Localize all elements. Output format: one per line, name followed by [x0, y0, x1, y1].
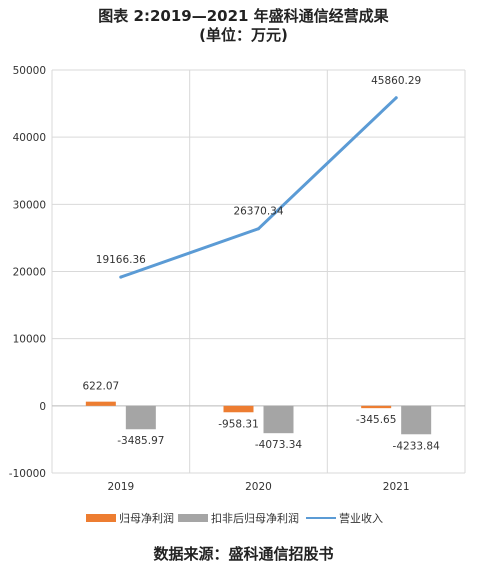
- y-tick-label: 0: [39, 401, 46, 413]
- legend-swatch-net-profit: [86, 514, 116, 522]
- bar-net-profit-excl: [125, 405, 156, 430]
- data-label-net-profit-excl: -4073.34: [255, 439, 303, 451]
- data-label-revenue: 26370.34: [233, 206, 283, 218]
- legend-item-revenue: 营业收入: [306, 510, 383, 526]
- x-tick-label: 2019: [107, 481, 134, 493]
- legend-swatch-net-profit-excl: [178, 514, 208, 522]
- y-tick-label: 10000: [13, 334, 46, 346]
- bar-net-profit: [223, 405, 254, 413]
- y-tick-label: -10000: [9, 468, 46, 480]
- legend-item-net-profit-excl: 扣非后归母净利润: [178, 510, 299, 526]
- legend-item-net-profit: 归母净利润: [86, 510, 174, 526]
- chart-subtitle: (单位：万元): [199, 26, 288, 44]
- data-source-note: 数据来源：盛科通信招股书: [153, 545, 334, 563]
- data-label-net-profit-excl: -3485.97: [117, 435, 164, 447]
- chart-legend: 归母净利润 扣非后归母净利润 营业收入: [0, 510, 487, 526]
- legend-label-revenue: 营业收入: [339, 512, 383, 525]
- x-tick-label: 2020: [245, 481, 272, 493]
- chart-title: 图表 2:2019—2021 年盛科通信经营成果: [98, 7, 389, 25]
- y-tick-label: 40000: [13, 132, 46, 144]
- point-revenue: [394, 96, 398, 100]
- point-revenue: [257, 227, 260, 231]
- point-revenue: [119, 275, 123, 279]
- y-tick-label: 50000: [13, 65, 46, 77]
- data-label-net-profit: -345.65: [356, 414, 397, 426]
- bar-net-profit-excl: [263, 405, 294, 434]
- data-label-net-profit: 622.07: [82, 381, 119, 393]
- data-label-net-profit: -958.31: [218, 418, 259, 430]
- data-label-revenue: 45860.29: [371, 75, 421, 87]
- line-revenue: [119, 96, 398, 279]
- data-label-net-profit-excl: -4233.84: [393, 440, 441, 452]
- data-label-revenue: 19166.36: [96, 254, 146, 266]
- legend-label-net-profit: 归母净利润: [119, 512, 174, 525]
- y-tick-label: 30000: [13, 199, 46, 211]
- y-tick-label: 20000: [13, 267, 46, 279]
- bar-net-profit: [361, 405, 392, 409]
- legend-swatch-revenue: [306, 517, 336, 519]
- legend-label-net-profit-excl: 扣非后归母净利润: [211, 512, 299, 525]
- bar-net-profit: [85, 401, 116, 406]
- bar-net-profit-excl: [401, 405, 432, 435]
- x-tick-label: 2021: [383, 481, 410, 493]
